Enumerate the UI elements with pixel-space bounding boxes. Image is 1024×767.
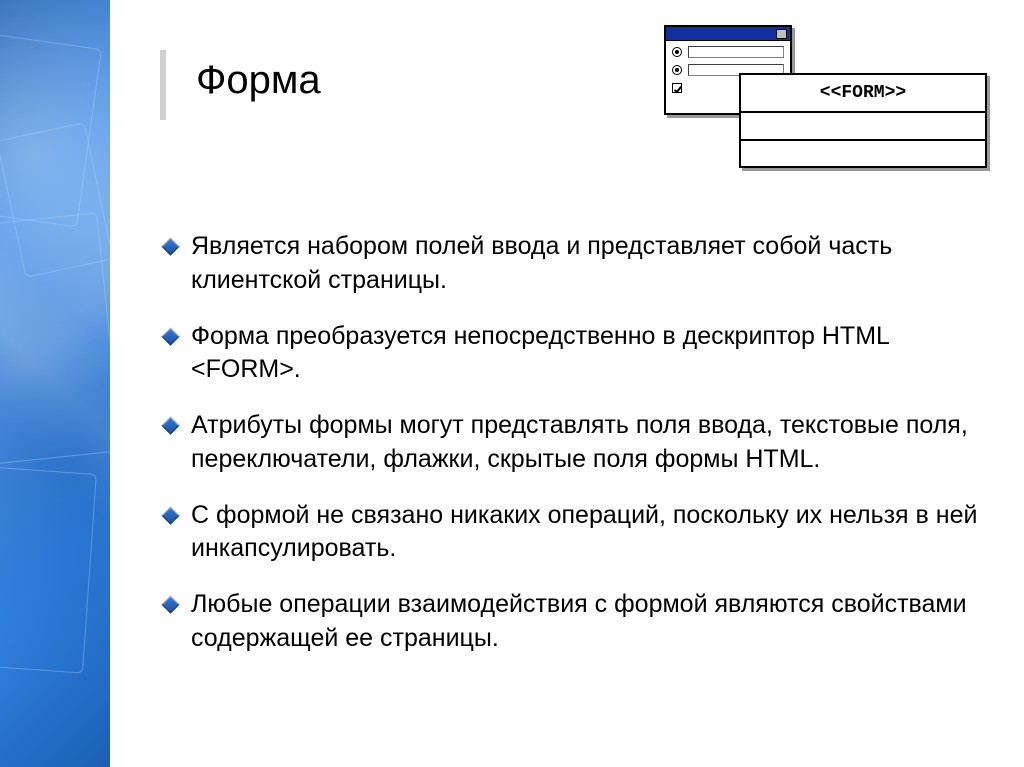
- text-input-mock: [688, 46, 784, 58]
- bullet-text: Любые операции взаимодействия с формой я…: [191, 588, 984, 656]
- uml-operations-section: [741, 141, 985, 167]
- title-accent-bar: [160, 50, 166, 120]
- dialog-row: [672, 45, 784, 59]
- dialog-titlebar: [666, 27, 790, 41]
- slide-content: Форма: [110, 0, 1024, 767]
- list-item: Является набором полей ввода и представл…: [164, 230, 984, 298]
- list-item: Форма преобразуется непосредственно в де…: [164, 320, 984, 388]
- sidebar-pattern: [0, 0, 110, 767]
- slide-title: Форма: [196, 58, 321, 103]
- bullet-text: С формой не связано никаких операций, по…: [191, 499, 984, 567]
- list-item: С формой не связано никаких операций, по…: [164, 499, 984, 567]
- bullet-list: Является набором полей ввода и представл…: [160, 230, 984, 656]
- form-diagram: <<FORM>>: [664, 25, 989, 170]
- bullet-icon: [161, 595, 179, 613]
- radio-icon: [672, 47, 682, 57]
- uml-attributes-section: [741, 113, 985, 141]
- slide: Форма: [0, 0, 1024, 767]
- list-item: Любые операции взаимодействия с формой я…: [164, 588, 984, 656]
- bullet-text: Атрибуты формы могут представлять поля в…: [191, 409, 984, 477]
- bullet-icon: [161, 327, 179, 345]
- bullet-icon: [161, 506, 179, 524]
- bullet-text: Форма преобразуется непосредственно в де…: [191, 320, 984, 388]
- list-item: Атрибуты формы могут представлять поля в…: [164, 409, 984, 477]
- radio-icon: [672, 65, 682, 75]
- uml-class-box: <<FORM>>: [739, 73, 987, 168]
- bullet-icon: [161, 237, 179, 255]
- decorative-sidebar: [0, 0, 110, 767]
- uml-stereotype: <<FORM>>: [741, 75, 985, 113]
- bullet-text: Является набором полей ввода и представл…: [191, 230, 984, 298]
- bullet-icon: [161, 416, 179, 434]
- checkbox-icon: [672, 83, 682, 93]
